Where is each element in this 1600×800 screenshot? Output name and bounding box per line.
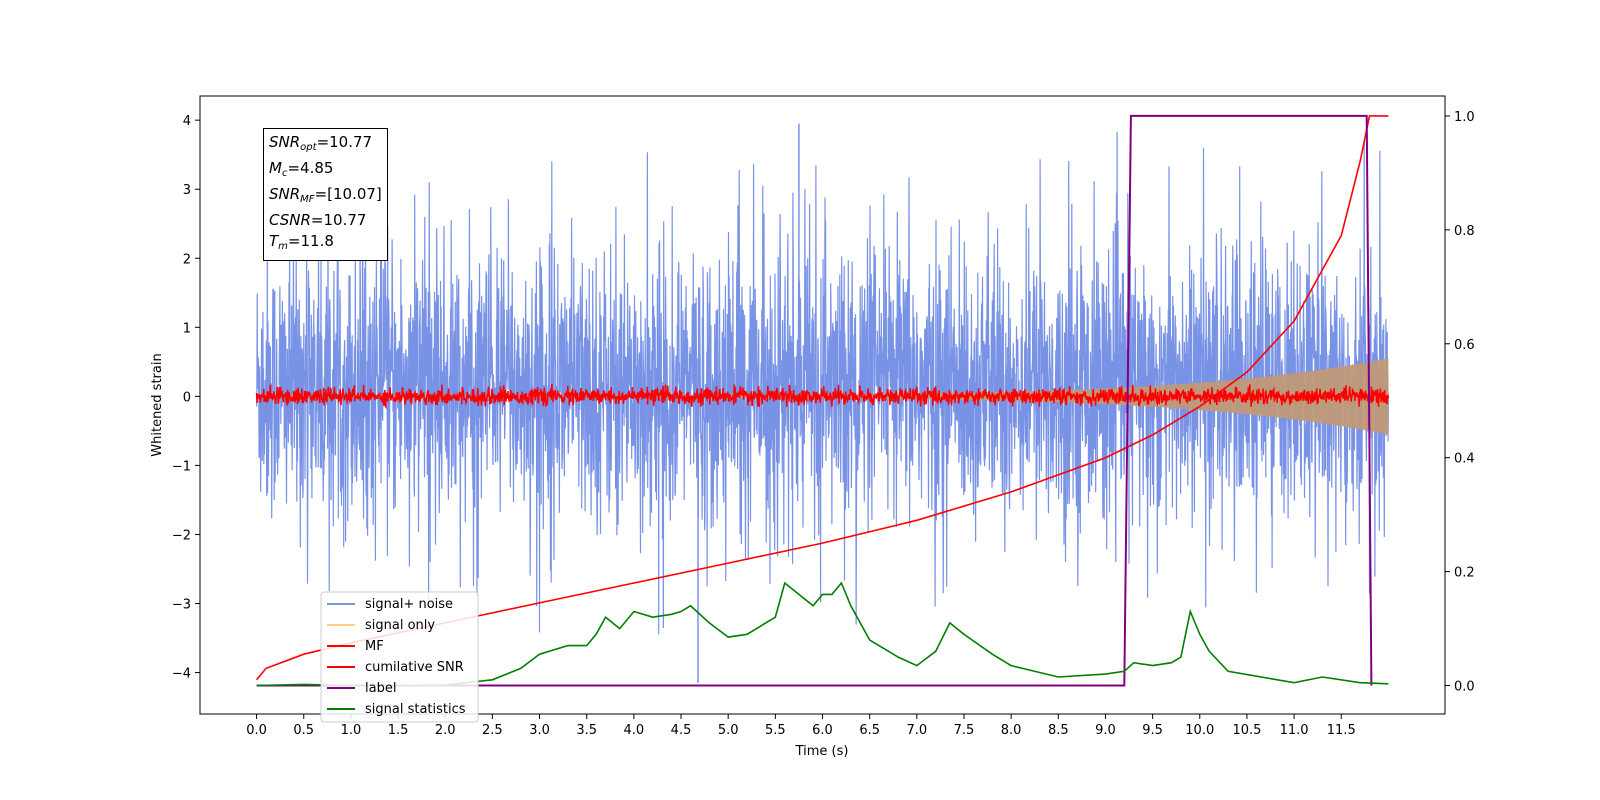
x-tick-label: 1.5 [388, 723, 409, 738]
x-tick-label: 9.0 [1095, 723, 1116, 738]
x-tick-label: 11.5 [1327, 723, 1356, 738]
snr-opt-row: SNRopt=10.77 [269, 132, 382, 158]
x-tick-label: 4.0 [624, 723, 645, 738]
x-tick-label: 6.5 [859, 723, 880, 738]
snr-opt-symbol: SNR [269, 133, 301, 151]
y-tick-label: −2 [172, 528, 191, 543]
y-tick-label: −3 [172, 598, 191, 613]
snr-annotation-box: SNRopt=10.77 Mc=4.85 SNRMF=[10.07] CSNR=… [263, 128, 388, 261]
csnr-value: =10.77 [310, 211, 367, 229]
y2-tick-label: 0.8 [1454, 224, 1475, 239]
legend-label-signal-only: signal only [365, 618, 435, 633]
x-axis-ticks: 0.0 0.5 1.0 1.5 2.0 2.5 3.0 3.5 4.0 4.5 5.0 5.5 6.0 6… [246, 714, 1356, 738]
y-tick-label: −1 [172, 459, 191, 474]
y-tick-label: 0 [183, 390, 191, 405]
x-tick-label: 3.0 [529, 723, 550, 738]
x-tick-label: 2.0 [435, 723, 456, 738]
snr-opt-subscript: opt [300, 142, 317, 153]
y-tick-label: 4 [183, 114, 191, 129]
label-line [256, 114, 1373, 687]
x-tick-label: 8.0 [1001, 723, 1022, 738]
signal-statistics-line [256, 581, 1389, 687]
csnr-row: CSNR=10.77 [269, 210, 382, 231]
tm-symbol: T [269, 232, 279, 250]
x-tick-label: 2.5 [482, 723, 503, 738]
y-axis-label: Whitened strain [150, 353, 165, 456]
y2-tick-label: 0.0 [1454, 680, 1475, 695]
legend-label-mf: MF [365, 639, 384, 654]
x-tick-label: 9.5 [1142, 723, 1163, 738]
legend-label-cumilative-snr: cumilative SNR [365, 660, 464, 675]
x-tick-label: 0.5 [293, 723, 314, 738]
x-tick-label: 7.5 [954, 723, 975, 738]
y-tick-label: −4 [172, 667, 191, 682]
x-tick-label: 11.0 [1280, 723, 1309, 738]
x-tick-label: 1.0 [341, 723, 362, 738]
y-tick-label: 2 [183, 252, 191, 267]
x-tick-label: 10.0 [1185, 723, 1214, 738]
x-tick-label: 5.5 [765, 723, 786, 738]
mc-subscript: c [281, 168, 288, 179]
mf-series [255, 383, 1390, 410]
mc-row: Mc=4.85 [269, 158, 382, 184]
snr-mf-row: SNRMF=[10.07] [269, 184, 382, 210]
mf-line [255, 383, 1390, 410]
legend: signal+ noise signal only MF cumilative … [320, 591, 479, 723]
x-tick-label: 5.0 [718, 723, 739, 738]
mc-value: =4.85 [287, 159, 334, 177]
y-tick-label: 3 [183, 183, 191, 198]
x-tick-label: 3.5 [576, 723, 597, 738]
snr-mf-value: =[10.07] [314, 185, 382, 203]
legend-label-signal-statistics: signal statistics [365, 702, 466, 717]
y2-tick-label: 0.6 [1454, 338, 1475, 353]
x-tick-label: 0.0 [246, 723, 267, 738]
x-axis-label: Time (s) [795, 744, 849, 759]
legend-box [320, 591, 479, 723]
y2-tick-label: 1.0 [1454, 110, 1475, 125]
tm-subscript: m [278, 241, 288, 252]
tm-row: Tm=11.8 [269, 231, 382, 257]
snr-mf-subscript: MF [300, 194, 315, 205]
y2-axis-ticks: 1.0 0.8 0.6 0.4 0.2 0.0 [1445, 110, 1475, 695]
mc-symbol: M [269, 159, 282, 177]
x-tick-label: 8.5 [1048, 723, 1069, 738]
csnr-symbol: CSNR [269, 211, 311, 229]
y-axis-ticks: 4 3 2 1 0 −1 −2 −3 −4 [172, 114, 200, 682]
x-tick-label: 4.5 [671, 723, 692, 738]
x-tick-label: 6.0 [812, 723, 833, 738]
snr-opt-value: =10.77 [316, 133, 373, 151]
tm-value: =11.8 [287, 232, 334, 250]
y2-tick-label: 0.2 [1454, 566, 1475, 581]
x-tick-label: 7.0 [906, 723, 927, 738]
legend-label-signal-noise: signal+ noise [365, 597, 453, 612]
legend-label-label: label [365, 681, 396, 696]
x-tick-label: 10.5 [1232, 723, 1261, 738]
y-tick-label: 1 [183, 321, 191, 336]
snr-mf-symbol: SNR [269, 185, 301, 203]
y2-tick-label: 0.4 [1454, 452, 1475, 467]
